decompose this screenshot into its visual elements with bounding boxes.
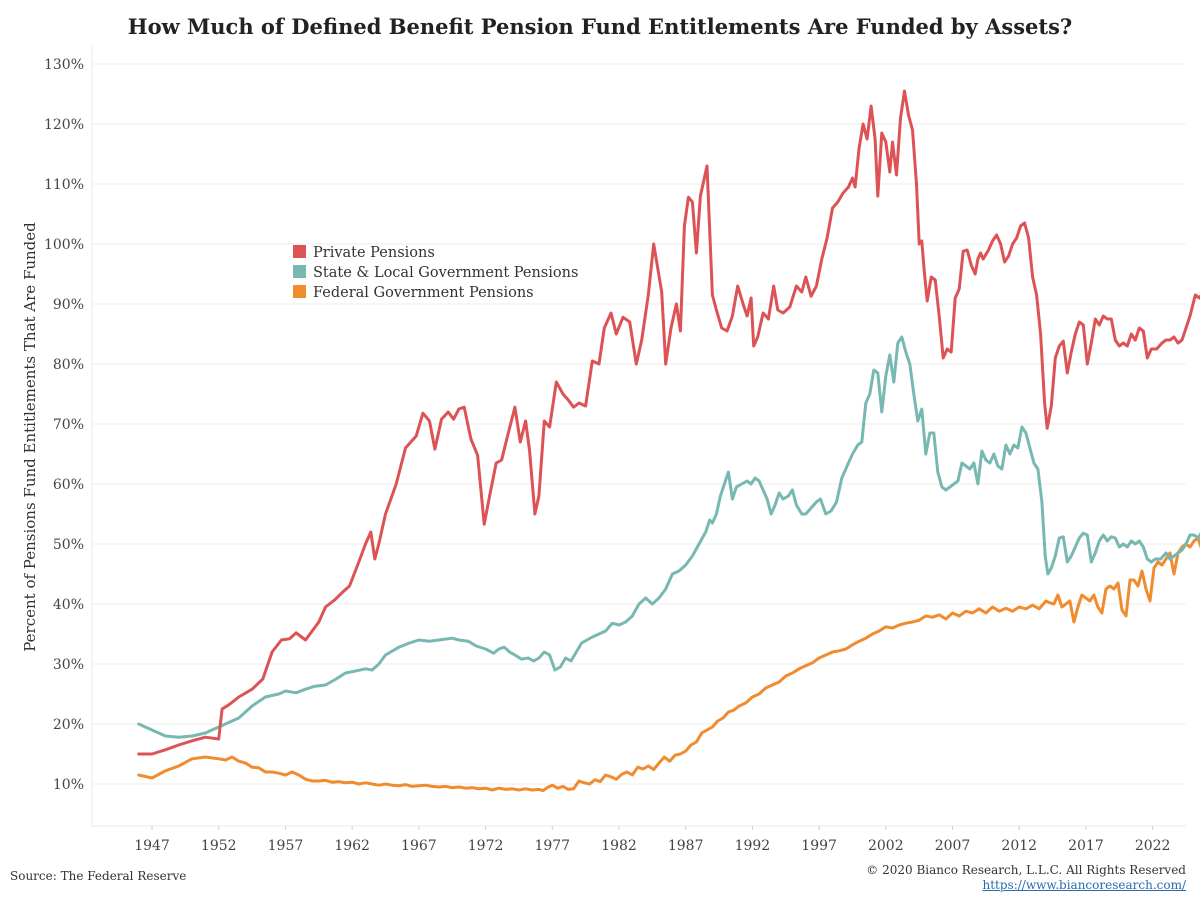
x-axis-ticks: 1947 1952 1957 1962 1967 1972 1977 1982 1987 1992…: [134, 826, 1170, 854]
x-tick-label: 1972: [468, 838, 504, 854]
x-tick-label: 2002: [868, 838, 904, 854]
x-tick-label: 2017: [1068, 838, 1104, 854]
source-note: Source: The Federal Reserve: [10, 869, 187, 883]
x-tick-label: 1997: [801, 838, 837, 854]
y-tick-label: 80%: [53, 357, 84, 373]
x-tick-label: 1962: [334, 838, 370, 854]
y-tick-label: 120%: [44, 117, 84, 133]
x-tick-label: 1987: [668, 838, 704, 854]
y-tick-label: 10%: [53, 777, 84, 793]
y-tick-label: 50%: [53, 537, 84, 553]
grid-lines: [91, 46, 1186, 827]
series-lines: [137, 89, 1200, 793]
x-tick-label: 2022: [1135, 838, 1171, 854]
x-tick-label: 1982: [601, 838, 637, 854]
y-tick-label: 30%: [53, 657, 84, 673]
x-tick-label: 1977: [534, 838, 570, 854]
chart-title: How Much of Defined Benefit Pension Fund…: [127, 14, 1073, 39]
series-line-private-pensions: [137, 89, 1200, 756]
legend-label: Private Pensions: [313, 245, 435, 261]
series-line-federal-government-pensions: [137, 536, 1200, 793]
series-line-state-local-government-pensions: [137, 335, 1200, 739]
y-tick-label: 70%: [53, 417, 84, 433]
x-tick-label: 1947: [134, 838, 170, 854]
legend: Private Pensions State & Local Government…: [293, 245, 578, 301]
x-tick-label: 1967: [401, 838, 437, 854]
y-tick-label: 110%: [44, 177, 84, 193]
y-axis-label: Percent of Pensions Fund Entitlements Th…: [21, 222, 39, 652]
website-link[interactable]: https://www.biancoresearch.com/: [982, 878, 1186, 892]
y-tick-label: 20%: [53, 717, 84, 733]
legend-label: Federal Government Pensions: [313, 285, 534, 301]
y-tick-label: 100%: [44, 237, 84, 253]
legend-swatch: [293, 265, 306, 278]
x-tick-label: 1957: [268, 838, 304, 854]
x-tick-label: 1952: [201, 838, 237, 854]
y-tick-label: 130%: [44, 57, 84, 73]
line-chart: 10% 20% 30% 40% 50% 60% 70% 80% 90% 100% 110% 120% 1…: [21, 46, 1200, 854]
y-axis-ticks: 10% 20% 30% 40% 50% 60% 70% 80% 90% 100% 110% 120% 1…: [44, 57, 84, 793]
y-tick-label: 90%: [53, 297, 84, 313]
y-tick-label: 40%: [53, 597, 84, 613]
y-tick-label: 60%: [53, 477, 84, 493]
legend-swatch: [293, 285, 306, 298]
copyright-note: © 2020 Bianco Research, L.L.C. All Right…: [866, 863, 1186, 877]
legend-swatch: [293, 245, 306, 258]
legend-label: State & Local Government Pensions: [313, 265, 578, 281]
x-tick-label: 2012: [1001, 838, 1037, 854]
x-tick-label: 1992: [735, 838, 771, 854]
x-tick-label: 2007: [935, 838, 971, 854]
